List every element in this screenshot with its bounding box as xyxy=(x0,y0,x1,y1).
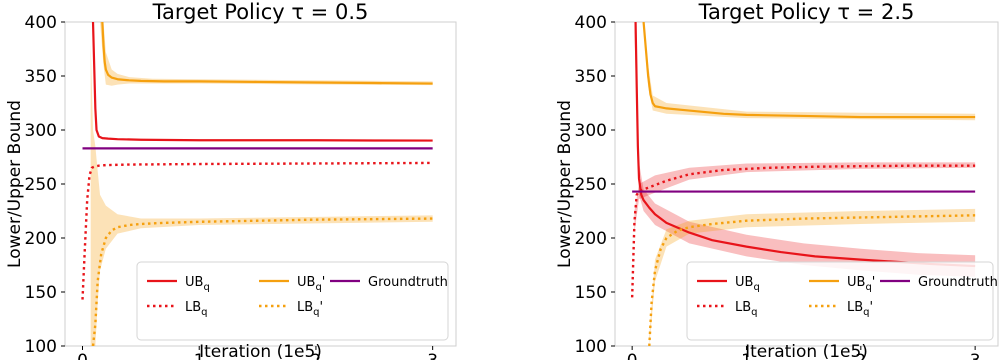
chart-title: Target Policy τ = 0.5 xyxy=(152,0,369,24)
series-line-3 xyxy=(648,214,976,346)
y-tick-label: 300 xyxy=(575,121,607,141)
y-tick-label: 250 xyxy=(575,175,607,195)
series-line-1 xyxy=(81,161,433,300)
series-line-1 xyxy=(630,164,976,298)
legend-entry-label: Groundtruth xyxy=(918,275,998,290)
x-tick-label: 2 xyxy=(855,351,866,360)
series-band-2 xyxy=(643,22,976,121)
y-axis-label: Lower/Upper Bound xyxy=(5,100,25,268)
x-tick-label: 2 xyxy=(311,351,322,360)
y-tick-label: 350 xyxy=(25,67,57,87)
series-line-3 xyxy=(91,217,433,346)
y-tick-label: 200 xyxy=(25,229,57,249)
x-tick-label: 0 xyxy=(77,351,88,360)
x-tick-label: 1 xyxy=(194,351,205,360)
y-tick-label: 400 xyxy=(575,13,607,33)
series-line-0 xyxy=(634,22,976,268)
y-tick-label: 150 xyxy=(575,283,607,303)
x-tick-label: 0 xyxy=(627,351,638,360)
legend-entry-label: LBq xyxy=(735,300,758,318)
y-tick-label: 100 xyxy=(575,337,607,357)
legend-entry-label: LBq' xyxy=(297,300,323,318)
legend-box xyxy=(686,261,994,341)
plot-area xyxy=(630,22,976,346)
legend-entry-label: UBq xyxy=(185,275,210,293)
x-axis-label: Iteration (1e5) xyxy=(745,342,868,360)
legend-entry-label: LBq' xyxy=(847,300,873,318)
y-tick-label: 400 xyxy=(25,13,57,33)
legend-entry-label: Groundtruth xyxy=(368,275,448,290)
plot-area xyxy=(81,22,433,346)
chart-panel-right: 0 1 2 3 100 150 200 250 300 350 400 Target Policy τ… xyxy=(555,0,999,360)
chart-panel-left: 0 1 2 3 100 150 200 250 300 350 400 Target Policy τ… xyxy=(5,0,457,360)
series-line-2 xyxy=(642,22,976,119)
x-tick-label: 3 xyxy=(970,351,981,360)
x-tick-label: 3 xyxy=(427,351,438,360)
series-band-2 xyxy=(100,22,433,86)
series-line-2 xyxy=(101,22,433,85)
y-tick-label: 350 xyxy=(575,67,607,87)
x-tick-label: 1 xyxy=(741,351,752,360)
legend-entry-label: UBq xyxy=(735,275,760,293)
legend-entry-label: LBq xyxy=(185,300,208,318)
legend-entry-label: UBq' xyxy=(297,275,325,293)
legend-entry-label: UBq' xyxy=(847,275,875,293)
x-axis-label: Iteration (1e5) xyxy=(199,342,322,360)
y-tick-label: 150 xyxy=(25,283,57,303)
y-tick-label: 200 xyxy=(575,229,607,249)
y-tick-label: 100 xyxy=(25,337,57,357)
chart-title: Target Policy τ = 2.5 xyxy=(698,0,915,24)
series-line-0 xyxy=(91,22,433,142)
legend: UBq LBq UBq' LBq' Groundtruth xyxy=(686,261,998,341)
legend-box xyxy=(136,261,449,341)
legend: UBq LBq UBq' LBq' Groundtruth xyxy=(136,261,449,341)
series-band-0 xyxy=(634,22,976,277)
y-tick-label: 300 xyxy=(25,121,57,141)
y-axis-label: Lower/Upper Bound xyxy=(555,100,575,268)
y-tick-label: 250 xyxy=(25,175,57,195)
